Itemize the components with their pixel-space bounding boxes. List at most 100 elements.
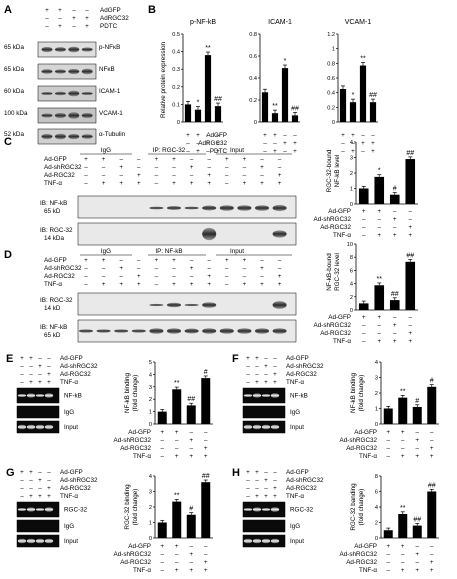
bar — [339, 89, 347, 122]
condition-sign: + — [29, 379, 33, 386]
condition-sign: – — [273, 469, 277, 476]
condition-sign: + — [38, 477, 42, 484]
condition-sign: + — [351, 132, 355, 139]
condition-sign: – — [393, 208, 397, 215]
a-protein-4: α-Tubulin — [99, 131, 126, 138]
condition-sign: – — [273, 363, 277, 370]
dna-band — [261, 424, 271, 430]
condition-sign: + — [362, 314, 366, 321]
protein-band — [81, 47, 93, 52]
condition-sign: – — [243, 164, 247, 171]
y-tick-label: 0.2 — [327, 105, 335, 111]
protein-band — [272, 301, 287, 309]
condition-sign: – — [175, 437, 179, 444]
y-tick-label: 0 — [149, 422, 152, 428]
dna-band — [17, 424, 27, 430]
bar — [427, 491, 437, 538]
protein-band — [167, 328, 181, 334]
condition-sign: – — [160, 551, 164, 558]
bar — [186, 405, 196, 424]
condition-sign: + — [260, 164, 264, 171]
bar — [204, 55, 212, 123]
bar — [201, 482, 211, 538]
y-tick-label: 0 — [254, 120, 257, 126]
condition-sign: – — [84, 180, 88, 187]
gel-row-label: Ad-shRGC32 — [286, 477, 324, 484]
row-label: Ad-GFP — [354, 429, 377, 436]
a-sign: + — [72, 15, 76, 22]
panel-letter: B — [148, 4, 156, 16]
a-sign: – — [72, 7, 76, 14]
y-tick-label: 0 — [350, 308, 353, 314]
condition-sign: – — [264, 371, 268, 378]
condition-sign: + — [190, 265, 194, 272]
row-label: Ad-shRGC32 — [114, 551, 152, 558]
row-label: Ad-GFP — [354, 543, 377, 550]
condition-sign: – — [386, 437, 390, 444]
c-ylabel: NF-kB level — [334, 155, 341, 188]
condition-sign: – — [415, 429, 419, 436]
y-tick-label: 0.8 — [249, 32, 257, 38]
condition-sign: – — [206, 148, 210, 155]
d-group-header: IP: NF-kB — [155, 248, 182, 255]
gel-row-label: Ad-RGC32 — [286, 485, 317, 492]
condition-sign: – — [401, 437, 405, 444]
condition-sign: – — [137, 257, 141, 264]
protein-band — [131, 329, 146, 333]
condition-sign: – — [386, 559, 390, 566]
condition-sign: + — [393, 216, 397, 223]
dna-band — [243, 507, 253, 512]
protein-band — [272, 328, 287, 334]
protein-band — [184, 303, 199, 307]
bar — [405, 261, 416, 310]
significance-label: ## — [202, 473, 210, 480]
condition-sign: – — [278, 164, 282, 171]
d-ylabel: NF-kB-bound — [326, 253, 333, 291]
significance-label: ** — [400, 388, 406, 395]
condition-sign: – — [47, 363, 51, 370]
condition-sign: – — [393, 330, 397, 337]
condition-sign: – — [186, 148, 190, 155]
y-tick-label: 0.5 — [172, 32, 180, 38]
dna-band — [252, 538, 262, 544]
chart-ylabel: (fold change) — [358, 375, 365, 412]
dna-band — [35, 538, 45, 544]
condition-sign: – — [190, 273, 194, 280]
significance-label: ## — [406, 150, 414, 157]
condition-sign: + — [189, 437, 193, 444]
gel-row-label: Ad-GFP — [286, 355, 309, 362]
condition-sign: – — [189, 559, 193, 566]
d-row-label: Ad-GFP — [44, 257, 67, 264]
c-group-header: IgG — [101, 147, 111, 154]
dna-band — [26, 393, 36, 398]
condition-sign: + — [190, 164, 194, 171]
condition-sign: – — [264, 469, 268, 476]
y-tick-label: 0 — [332, 120, 335, 126]
row-label: TNF-α — [133, 453, 151, 460]
significance-label: * — [352, 92, 355, 99]
condition-sign: + — [119, 180, 123, 187]
protein-band — [81, 134, 93, 139]
condition-sign: – — [401, 445, 405, 452]
significance-label: ## — [413, 516, 421, 523]
condition-sign: – — [155, 281, 159, 288]
significance-label: # — [430, 378, 434, 385]
condition-sign: + — [386, 429, 390, 436]
condition-sign: – — [20, 485, 24, 492]
condition-sign: – — [38, 485, 42, 492]
condition-sign: – — [243, 265, 247, 272]
c-blot-label: 14 kDa — [44, 235, 64, 242]
protein-band — [41, 91, 53, 96]
protein-band — [272, 230, 287, 238]
dna-band — [252, 507, 262, 512]
gel-row-label: Ad-shRGC32 — [60, 477, 98, 484]
row-label: TNF-α — [333, 338, 351, 345]
blot-strip — [37, 41, 97, 58]
dna-band — [252, 424, 262, 430]
panel-d: D Ad-GFP Ad-shRGC32 Ad-RGC32 TNF-α IgG I… — [4, 242, 418, 345]
chart-ylabel: (fold change) — [132, 375, 139, 412]
chart-ylabel: RGC-32 banding — [350, 483, 357, 531]
row-label: Ad-RGC32 — [120, 559, 151, 566]
d-group-header: Input — [230, 248, 244, 255]
row-label: Ad-RGC32 — [346, 559, 377, 566]
